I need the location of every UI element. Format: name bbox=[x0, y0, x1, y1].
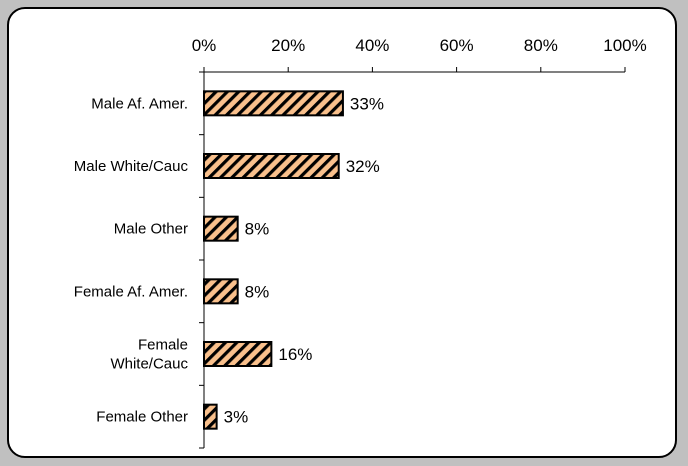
data-label: 16% bbox=[278, 345, 312, 364]
x-tick-label: 60% bbox=[440, 36, 474, 55]
bar bbox=[203, 278, 239, 305]
chart-frame bbox=[7, 7, 677, 458]
data-label: 8% bbox=[245, 282, 270, 301]
x-tick-label: 40% bbox=[355, 36, 389, 55]
bar bbox=[203, 153, 340, 179]
category-label: Female White/Cauc bbox=[110, 337, 188, 373]
category-label: Male Af. Amer. bbox=[91, 95, 188, 112]
category-label: Male Other bbox=[114, 221, 188, 238]
bar bbox=[203, 403, 218, 430]
data-label: 33% bbox=[350, 94, 384, 113]
data-label: 32% bbox=[346, 157, 380, 176]
category-label: Male White/Cauc bbox=[74, 158, 189, 175]
bar bbox=[203, 215, 239, 242]
x-tick-label: 80% bbox=[524, 36, 558, 55]
x-tick-label: 20% bbox=[271, 36, 305, 55]
bar bbox=[203, 341, 273, 367]
data-label: 8% bbox=[245, 220, 270, 239]
data-label: 3% bbox=[224, 408, 249, 427]
x-tick-label: 100% bbox=[603, 36, 646, 55]
x-tick-label: 0% bbox=[192, 36, 217, 55]
category-label: Female Other bbox=[96, 409, 188, 426]
category-label: Female Af. Amer. bbox=[74, 283, 188, 300]
bar bbox=[203, 90, 344, 117]
